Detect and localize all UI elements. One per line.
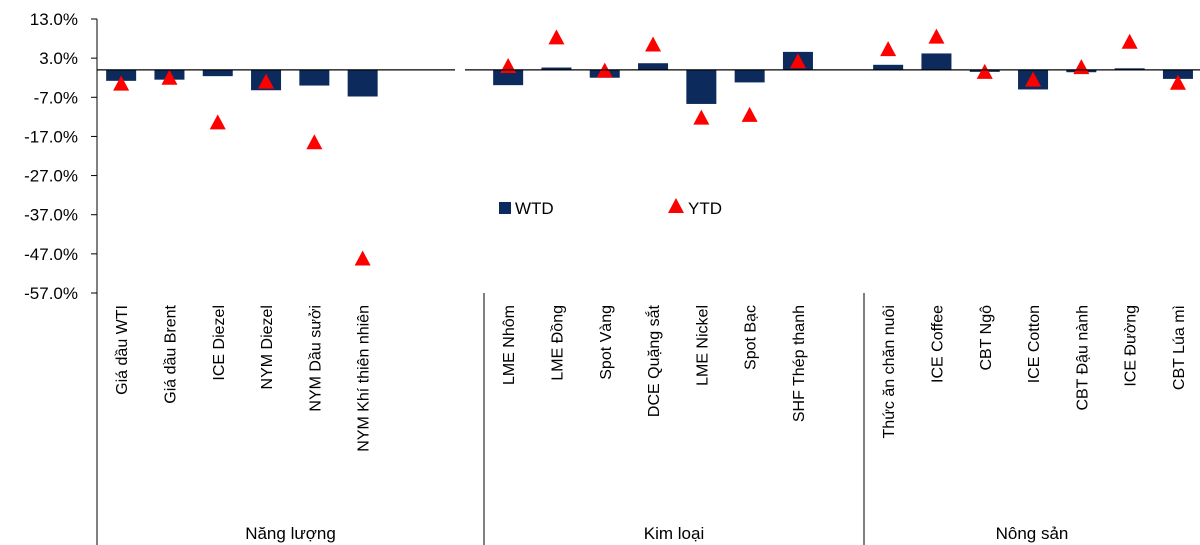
x-tick-label: CBT Lúa mì bbox=[1171, 305, 1188, 390]
x-tick-label: DCE Quặng sắt bbox=[644, 304, 663, 417]
x-tick-label: Giá dầu Brent bbox=[162, 304, 179, 403]
y-tick-label: 3.0% bbox=[39, 49, 78, 68]
x-tick-label: Spot Bạc bbox=[743, 305, 760, 370]
x-tick-label: ICE Diezel bbox=[211, 305, 228, 381]
wtd-bar bbox=[873, 64, 904, 70]
ytd-marker bbox=[1121, 33, 1138, 49]
ytd-marker bbox=[500, 57, 517, 73]
x-tick-label: NYM Dầu sưởi bbox=[307, 305, 324, 412]
y-tick-label: -27.0% bbox=[24, 167, 78, 186]
wtd-bar bbox=[921, 53, 952, 70]
x-tick-label: CBT Đậu nành bbox=[1074, 305, 1091, 411]
y-tick-label: -57.0% bbox=[24, 284, 78, 303]
x-tick-label: NYM Diezel bbox=[259, 305, 276, 389]
legend-ytd-marker bbox=[668, 198, 684, 213]
ytd-marker bbox=[209, 114, 226, 130]
x-axis: Giá dầu WTI Giá dầu Brent ICE Diezel NYM Di… bbox=[96, 293, 1188, 545]
x-tick-label: ICE Cotton bbox=[1026, 305, 1043, 383]
ytd-marker bbox=[1025, 71, 1042, 87]
y-tick-label: -37.0% bbox=[24, 206, 78, 225]
ytd-marker bbox=[789, 53, 806, 69]
ytd-marker bbox=[1073, 59, 1090, 75]
ytd-marker bbox=[741, 106, 758, 122]
wtd-bar bbox=[638, 63, 669, 70]
wtd-bar bbox=[734, 69, 765, 83]
ytd-marker bbox=[693, 109, 710, 125]
x-tick-label: ICE Coffee bbox=[929, 305, 946, 383]
x-tick-label: Giá dầu WTI bbox=[114, 305, 131, 395]
y-tick-label: -17.0% bbox=[24, 127, 78, 146]
ytd-marker bbox=[880, 41, 897, 57]
ytd-marker bbox=[976, 63, 993, 79]
ytd-marker bbox=[161, 69, 178, 85]
legend-ytd-label: YTD bbox=[688, 199, 722, 218]
wtd-bars bbox=[106, 51, 1193, 104]
ytd-marker bbox=[928, 28, 945, 44]
x-tick-label: LME Nhôm bbox=[501, 305, 518, 385]
wtd-bar bbox=[493, 69, 524, 86]
ytd-marker bbox=[548, 29, 565, 45]
y-tick-label: -47.0% bbox=[24, 245, 78, 264]
legend: WTD YTD bbox=[499, 198, 722, 218]
x-tick-label: LME Nickel bbox=[694, 305, 711, 386]
wtd-bar bbox=[686, 69, 717, 104]
ytd-marker bbox=[354, 250, 371, 266]
group-label: Nông sản bbox=[996, 524, 1069, 543]
ytd-markers bbox=[113, 28, 1186, 266]
ytd-marker bbox=[258, 73, 275, 89]
y-tick-label: 13.0% bbox=[30, 10, 78, 29]
legend-wtd-swatch bbox=[499, 202, 511, 214]
x-tick-label: LME Đồng bbox=[549, 305, 566, 381]
x-tick-label: CBT Ngô bbox=[978, 305, 995, 371]
ytd-marker bbox=[1169, 74, 1186, 90]
wtd-bar bbox=[202, 69, 233, 77]
wtd-bar bbox=[347, 69, 378, 97]
x-tick-label: NYM Khí thiên nhiên bbox=[356, 305, 373, 452]
wtd-bar bbox=[541, 67, 572, 70]
group-label: Năng lượng bbox=[245, 524, 336, 543]
x-tick-label: SHF Thép thanh bbox=[791, 305, 808, 422]
group-label: Kim loại bbox=[644, 524, 704, 543]
y-tick-label: -7.0% bbox=[34, 88, 78, 107]
ytd-marker bbox=[645, 36, 662, 52]
wtd-bar bbox=[106, 69, 137, 81]
ytd-marker bbox=[306, 134, 323, 150]
y-axis: 13.0% 3.0% -7.0% -17.0% -27.0% -37.0% -47.0% -5… bbox=[24, 10, 98, 303]
x-tick-label: Spot Vàng bbox=[598, 305, 615, 380]
x-tick-label: Thức ăn chăn nuôi bbox=[881, 305, 898, 438]
wtd-bar bbox=[1114, 68, 1145, 70]
wtd-bar bbox=[299, 69, 330, 86]
ytd-marker bbox=[113, 75, 130, 91]
wtd-bar bbox=[1162, 69, 1193, 79]
legend-wtd-label: WTD bbox=[515, 199, 554, 218]
x-tick-label: ICE Đường bbox=[1123, 305, 1140, 387]
